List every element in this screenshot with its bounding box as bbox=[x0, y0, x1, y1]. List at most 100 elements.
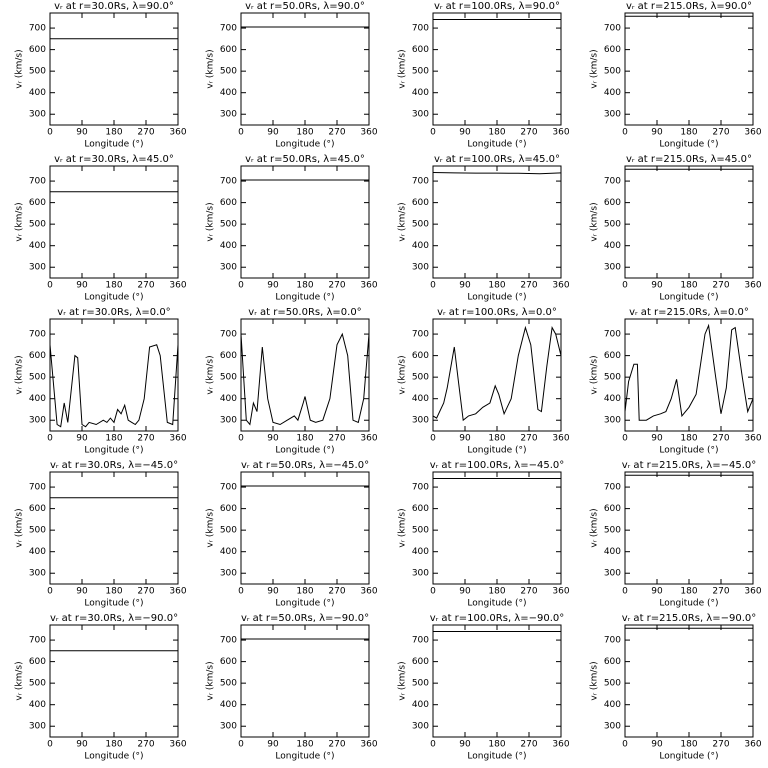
x-axis-label: Longitude (°) bbox=[659, 140, 718, 150]
x-tick-label: 180 bbox=[680, 128, 697, 138]
chart-title: vᵣ at r=100.0Rs, λ=−90.0° bbox=[430, 613, 565, 624]
x-tick-label: 360 bbox=[744, 587, 761, 597]
x-tick-label: 270 bbox=[137, 740, 154, 750]
y-tick-label: 400 bbox=[220, 241, 237, 251]
y-axis-label: vᵣ (km/s) bbox=[398, 661, 408, 700]
y-tick-label: 500 bbox=[412, 679, 429, 689]
chart-title: vᵣ at r=30.0Rs, λ=90.0° bbox=[54, 1, 174, 12]
x-axis-label: Longitude (°) bbox=[84, 599, 143, 609]
chart-title: vᵣ at r=50.0Rs, λ=0.0° bbox=[248, 307, 361, 318]
chart-title: vᵣ at r=30.0Rs, λ=−45.0° bbox=[50, 460, 178, 471]
x-tick-label: 90 bbox=[76, 434, 88, 444]
plot-frame bbox=[49, 12, 179, 126]
y-tick-label: 300 bbox=[220, 110, 237, 120]
chart-title: vᵣ at r=215.0Rs, λ=90.0° bbox=[626, 1, 752, 12]
x-tick-label: 90 bbox=[76, 740, 88, 750]
y-tick-label: 400 bbox=[604, 700, 621, 710]
chart-title: vᵣ at r=100.0Rs, λ=45.0° bbox=[434, 154, 560, 165]
y-axis-label: vᵣ (km/s) bbox=[398, 355, 408, 394]
y-axis-label: vᵣ (km/s) bbox=[15, 49, 25, 88]
x-tick-label: 360 bbox=[744, 281, 761, 291]
y-tick-label: 700 bbox=[220, 24, 237, 34]
x-tick-label: 360 bbox=[552, 128, 569, 138]
y-tick-label: 300 bbox=[412, 722, 429, 732]
y-tick-label: 400 bbox=[412, 547, 429, 557]
x-tick-label: 90 bbox=[459, 587, 471, 597]
y-tick-label: 300 bbox=[220, 416, 237, 426]
y-tick-label: 600 bbox=[412, 504, 429, 514]
x-axis-label: Longitude (°) bbox=[84, 752, 143, 762]
plot-frame bbox=[240, 471, 370, 585]
x-tick-label: 180 bbox=[488, 128, 505, 138]
y-tick-label: 700 bbox=[29, 330, 46, 340]
y-tick-label: 500 bbox=[412, 67, 429, 77]
x-axis-label: Longitude (°) bbox=[275, 446, 334, 456]
x-tick-label: 0 bbox=[430, 281, 436, 291]
y-tick-label: 500 bbox=[220, 373, 237, 383]
x-tick-label: 90 bbox=[267, 587, 279, 597]
x-tick-label: 270 bbox=[328, 587, 345, 597]
data-line bbox=[49, 344, 179, 428]
x-tick-label: 180 bbox=[488, 587, 505, 597]
y-tick-label: 600 bbox=[412, 198, 429, 208]
y-tick-label: 500 bbox=[604, 67, 621, 77]
y-tick-label: 400 bbox=[604, 394, 621, 404]
y-tick-label: 400 bbox=[412, 700, 429, 710]
x-tick-label: 0 bbox=[238, 587, 244, 597]
y-tick-label: 500 bbox=[604, 220, 621, 230]
x-tick-label: 180 bbox=[296, 740, 313, 750]
x-axis-label: Longitude (°) bbox=[659, 293, 718, 303]
y-tick-label: 300 bbox=[604, 569, 621, 579]
plot-frame bbox=[432, 624, 562, 738]
x-axis-label: Longitude (°) bbox=[467, 293, 526, 303]
y-axis-label: vᵣ (km/s) bbox=[15, 202, 25, 241]
x-tick-label: 90 bbox=[76, 587, 88, 597]
chart-title: vᵣ at r=215.0Rs, λ=0.0° bbox=[629, 307, 749, 318]
y-tick-label: 400 bbox=[412, 88, 429, 98]
y-tick-label: 700 bbox=[412, 636, 429, 646]
y-axis-label: vᵣ (km/s) bbox=[15, 355, 25, 394]
x-tick-label: 180 bbox=[296, 281, 313, 291]
x-tick-label: 0 bbox=[430, 740, 436, 750]
y-tick-label: 400 bbox=[220, 88, 237, 98]
x-tick-label: 90 bbox=[651, 434, 663, 444]
x-tick-label: 0 bbox=[47, 281, 53, 291]
y-tick-label: 500 bbox=[412, 373, 429, 383]
x-tick-label: 90 bbox=[76, 281, 88, 291]
y-tick-label: 400 bbox=[604, 241, 621, 251]
x-tick-label: 360 bbox=[552, 434, 569, 444]
y-tick-label: 700 bbox=[604, 24, 621, 34]
y-tick-label: 300 bbox=[412, 263, 429, 273]
x-tick-label: 360 bbox=[552, 740, 569, 750]
x-tick-label: 180 bbox=[680, 587, 697, 597]
x-tick-label: 270 bbox=[328, 281, 345, 291]
y-tick-label: 600 bbox=[29, 351, 46, 361]
x-tick-label: 90 bbox=[459, 740, 471, 750]
y-axis-label: vᵣ (km/s) bbox=[206, 355, 216, 394]
y-tick-label: 600 bbox=[220, 198, 237, 208]
plot-frame bbox=[240, 12, 370, 126]
plot-frame bbox=[49, 165, 179, 279]
x-tick-label: 270 bbox=[328, 434, 345, 444]
x-tick-label: 270 bbox=[137, 587, 154, 597]
y-axis-label: vᵣ (km/s) bbox=[206, 508, 216, 547]
x-tick-label: 0 bbox=[622, 128, 628, 138]
y-tick-label: 300 bbox=[29, 110, 46, 120]
y-tick-label: 400 bbox=[29, 700, 46, 710]
x-tick-label: 180 bbox=[105, 587, 122, 597]
y-tick-label: 600 bbox=[220, 504, 237, 514]
x-tick-label: 360 bbox=[552, 587, 569, 597]
y-tick-label: 300 bbox=[412, 110, 429, 120]
y-axis-label: vᵣ (km/s) bbox=[590, 49, 600, 88]
chart-title: vᵣ at r=100.0Rs, λ=90.0° bbox=[434, 1, 560, 12]
y-tick-label: 300 bbox=[220, 569, 237, 579]
x-tick-label: 0 bbox=[238, 281, 244, 291]
x-tick-label: 270 bbox=[520, 281, 537, 291]
x-tick-label: 270 bbox=[712, 281, 729, 291]
y-tick-label: 600 bbox=[604, 504, 621, 514]
x-tick-label: 180 bbox=[680, 740, 697, 750]
x-tick-label: 360 bbox=[169, 128, 186, 138]
chart-title: vᵣ at r=215.0Rs, λ=45.0° bbox=[626, 154, 752, 165]
x-tick-label: 90 bbox=[651, 740, 663, 750]
